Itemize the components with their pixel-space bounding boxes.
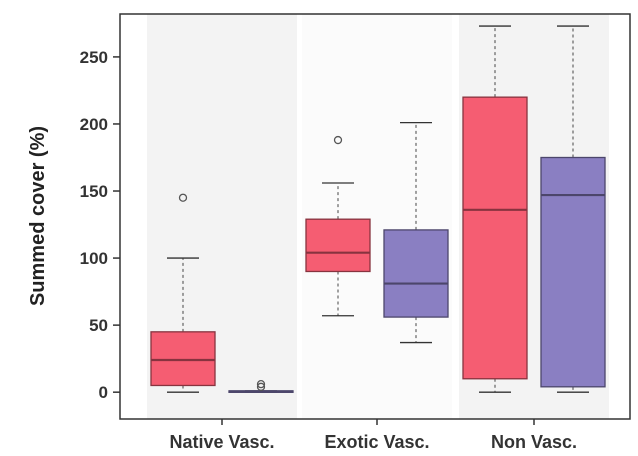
- box-exotic-vasc-a: [305, 135, 371, 317]
- y-tick-label-150: 150: [80, 182, 108, 201]
- y-tick-label-100: 100: [80, 249, 108, 268]
- box-non-vasc-a: [462, 25, 528, 393]
- box-exotic-vasc-b: [383, 121, 449, 344]
- y-tick-label-200: 200: [80, 115, 108, 134]
- outlier-native-vasc-a-0: [178, 193, 188, 202]
- box-non-vasc-b: [540, 25, 606, 393]
- outlier-native-vasc-b-0: [256, 382, 266, 391]
- y-tick-label-50: 50: [89, 316, 108, 335]
- box-body-exotic-vasc-b: [383, 229, 449, 318]
- box-body-non-vasc-a: [462, 96, 528, 380]
- x-tick-label-exotic-vasc: Exotic Vasc.: [324, 432, 429, 452]
- y-axis: 0 50 100 150 200 250: [80, 48, 120, 402]
- x-axis: Native Vasc. Exotic Vasc. Non Vasc.: [169, 419, 577, 452]
- category-bands: [147, 14, 609, 419]
- y-tick-label-250: 250: [80, 48, 108, 67]
- outlier-native-vasc-b-1: [256, 379, 266, 389]
- x-tick-label-native-vasc: Native Vasc.: [169, 432, 274, 452]
- box-native-vasc-b: [228, 379, 294, 393]
- box-groups: [150, 25, 606, 393]
- category-band-exotic-vasc: [302, 14, 452, 419]
- y-tick-label-0: 0: [99, 383, 108, 402]
- box-body-exotic-vasc-a: [305, 218, 371, 273]
- box-native-vasc-a: [150, 193, 216, 393]
- x-tick-label-non-vasc: Non Vasc.: [491, 432, 577, 452]
- box-body-non-vasc-b: [540, 156, 606, 388]
- box-body-native-vasc-a: [150, 331, 216, 387]
- plot-frame: [119, 13, 631, 420]
- outlier-exotic-vasc-a-0: [333, 135, 343, 145]
- y-axis-title: Summed cover (%): [27, 126, 49, 306]
